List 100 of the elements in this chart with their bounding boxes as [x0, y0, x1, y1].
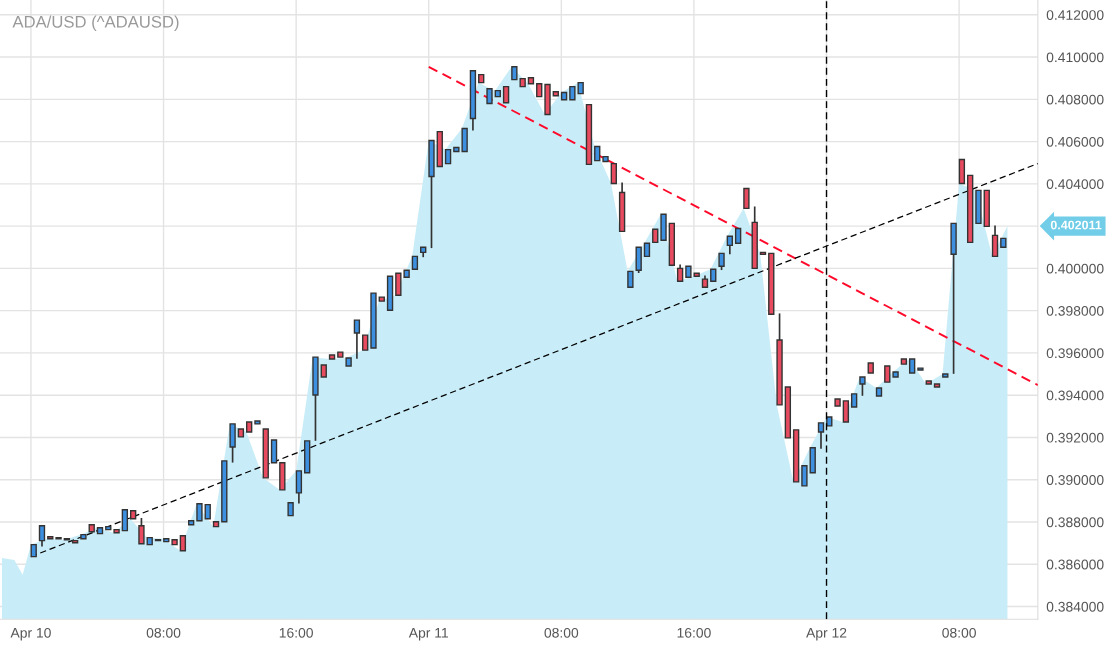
candlestick	[254, 420, 261, 425]
candlestick	[734, 227, 742, 244]
candlestick	[370, 292, 377, 349]
candlestick	[784, 386, 792, 439]
candlestick	[436, 130, 443, 168]
candlestick	[743, 187, 750, 210]
candlestick	[270, 439, 278, 464]
candlestick	[685, 265, 692, 278]
candlestick	[187, 520, 195, 526]
candlestick	[618, 182, 626, 233]
candlestick	[353, 319, 361, 359]
y-tick-label: 0.396000	[1046, 348, 1104, 359]
candlestick	[55, 536, 62, 540]
candlestick	[627, 270, 634, 288]
y-tick-label: 0.388000	[1046, 517, 1104, 528]
candlestick	[834, 398, 841, 407]
y-tick-label: 0.400000	[1046, 263, 1104, 274]
candlestick	[171, 539, 178, 546]
candlestick	[420, 246, 427, 258]
candlestick	[279, 462, 286, 491]
candlestick	[652, 228, 659, 244]
candlestick	[502, 85, 510, 104]
candlestick	[676, 264, 684, 282]
candlestick	[71, 539, 79, 544]
text: ADA/USD (^ADAUSD)	[12, 15, 179, 32]
candlestick	[710, 268, 717, 282]
x-tick-label: Apr 11	[408, 628, 448, 641]
candlestick	[991, 225, 999, 258]
y-tick-label: 0.406000	[1046, 136, 1104, 147]
x-tick-label: Apr 10	[10, 627, 51, 641]
candlestick	[875, 387, 883, 397]
candlestick	[179, 535, 187, 552]
y-tick-label: 0.398000	[1046, 305, 1104, 316]
candlestick	[47, 536, 54, 540]
candlestick	[328, 354, 336, 360]
candlestick	[801, 465, 808, 487]
y-tick-label: 0.410000	[1046, 52, 1104, 63]
candlestick	[221, 460, 228, 523]
candlestick	[544, 83, 551, 116]
candlestick	[900, 358, 908, 365]
candlestick	[378, 296, 385, 302]
candlestick	[38, 525, 46, 547]
candlestick	[154, 539, 162, 542]
candlestick	[287, 502, 294, 517]
candlestick	[245, 421, 253, 433]
candlestick	[295, 470, 303, 504]
candlestick	[428, 139, 435, 249]
candlestick	[726, 235, 734, 255]
candlestick	[88, 524, 95, 533]
candlestick	[966, 174, 974, 244]
candlestick	[146, 536, 153, 546]
candlestick	[129, 510, 137, 520]
candlestick	[958, 158, 966, 185]
candlestick	[602, 155, 609, 163]
candlestick	[560, 91, 568, 101]
y-tick-label: 0.386000	[1046, 559, 1104, 570]
candlestick	[917, 367, 924, 371]
x-tick-label: 16:00	[279, 627, 313, 638]
candlestick	[983, 189, 990, 228]
candlestick	[884, 365, 891, 383]
candlestick	[30, 543, 37, 558]
x-tick-label: 08:00	[942, 627, 976, 638]
candlestick	[809, 447, 816, 474]
candlestick	[527, 77, 535, 85]
candlestick	[850, 393, 858, 408]
y-tick-label: 0.408000	[1046, 94, 1104, 105]
candlestick	[817, 422, 825, 449]
candlestick	[386, 275, 394, 311]
candlestick	[494, 89, 501, 98]
candlestick	[635, 246, 642, 274]
text: 0.402011	[1050, 220, 1102, 230]
candlestick	[867, 362, 874, 374]
x-tick-label: 16:00	[677, 627, 711, 638]
candlestick	[942, 373, 949, 378]
candlestick	[975, 189, 982, 225]
candlestick	[444, 148, 452, 165]
candlestick	[312, 356, 319, 441]
candlestick	[908, 358, 916, 374]
candlestick	[362, 334, 369, 351]
candlestick	[892, 371, 899, 378]
candlestick	[105, 525, 112, 531]
candlestick	[121, 509, 129, 532]
x-tick-label: Apr 12	[806, 627, 847, 641]
candlestick	[113, 528, 120, 534]
candlestick	[262, 428, 269, 479]
candlestick	[1000, 237, 1007, 248]
candlestick	[411, 255, 419, 270]
candlestick	[237, 428, 245, 438]
candlestick	[842, 400, 850, 423]
candlestick	[585, 103, 593, 166]
candlestick	[304, 440, 311, 474]
candlestick	[792, 429, 800, 483]
candlestick	[96, 526, 104, 535]
candlestick	[826, 416, 833, 427]
candlestick	[751, 206, 758, 270]
candlestick	[212, 521, 220, 528]
y-tick-label: 0.404000	[1046, 179, 1104, 190]
y-tick-label: 0.394000	[1046, 390, 1104, 401]
candlestick	[80, 533, 87, 540]
candlestick	[204, 503, 211, 520]
